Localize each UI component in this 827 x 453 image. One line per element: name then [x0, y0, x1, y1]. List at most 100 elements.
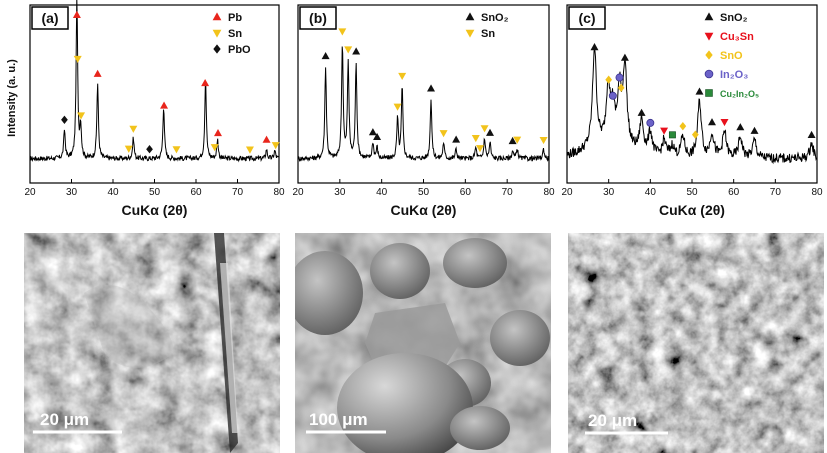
x-tick-label: 20 [24, 187, 36, 198]
legend-label: SnO₂ [481, 12, 509, 24]
panel-label: (b) [309, 10, 327, 26]
peak-marker-triangle-down [210, 144, 219, 152]
peak-marker-diamond [617, 83, 625, 93]
peak-marker-triangle-up [352, 47, 361, 55]
x-tick-label: 80 [273, 187, 285, 198]
sem-image-c: 20 μm [568, 233, 824, 453]
peak-marker-triangle-down [245, 146, 254, 154]
peak-marker-triangle-up [160, 101, 169, 109]
panel-label: (a) [41, 10, 58, 26]
x-tick-label: 60 [728, 187, 740, 198]
peak-marker-triangle-down [539, 137, 548, 145]
legend-triangle-up-icon [465, 12, 475, 21]
legend-label: Cu₃Sn [720, 31, 754, 43]
xrd-panel-a: 20 30 40 50 60 70 80 CuKα (2θ) (a) Pb Sn PbO [24, 0, 285, 218]
xrd-pattern-line [297, 46, 549, 163]
peak-marker-triangle-down [129, 125, 138, 133]
legend-label: PbO [228, 44, 251, 56]
peak-marker-triangle-down [77, 112, 86, 120]
x-tick-label: 70 [770, 187, 782, 198]
peak-marker-triangle-down [344, 46, 353, 54]
x-tick-label: 50 [418, 187, 430, 198]
xrd-panel-c: 20 30 40 50 60 70 80 CuKα (2θ) (c) SnO₂ Cu₃Sn SnO In… [561, 4, 823, 218]
peak-marker-diamond [679, 121, 687, 131]
x-tick-label: 30 [334, 187, 346, 198]
x-axis-label: CuKα (2θ) [122, 202, 188, 218]
legend-label: Cu₂In₂O₅ [720, 89, 759, 99]
legend-triangle-down-icon [212, 29, 222, 38]
legend-square-icon [705, 89, 713, 97]
peak-marker-triangle-down [124, 145, 133, 153]
x-axis-label: CuKα (2θ) [391, 202, 457, 218]
peak-marker-triangle-down [172, 146, 181, 154]
peak-marker-triangle-down [393, 103, 402, 111]
peak-marker-circle [608, 91, 617, 100]
legend-triangle-up-icon [704, 12, 714, 21]
sem-image-b: 100 μm [295, 233, 551, 453]
scale-bar-label: 20 μm [588, 411, 637, 430]
x-tick-label: 50 [686, 187, 698, 198]
peak-marker-triangle-down [471, 135, 480, 143]
peak-marker-triangle-down [338, 28, 347, 36]
peak-marker-triangle-up [508, 136, 517, 145]
peak-marker-triangle-up [750, 126, 759, 134]
peak-marker-square [668, 131, 676, 139]
x-tick-label: 40 [645, 187, 657, 198]
x-tick-label: 50 [149, 187, 161, 198]
peak-marker-triangle-up [373, 132, 382, 141]
peak-marker-triangle-down [398, 72, 407, 81]
peak-marker-triangle-down [439, 130, 448, 138]
sem-image-a: 20 μm [24, 233, 280, 453]
legend-label: SnO₂ [720, 12, 748, 24]
legend-label: In₂O₃ [720, 69, 748, 81]
legend-label: Pb [228, 12, 242, 24]
peak-marker-triangle-down [73, 55, 82, 64]
peak-marker-triangle-up [486, 128, 495, 136]
peak-marker-triangle-up [637, 108, 646, 116]
legend-label: Sn [481, 28, 495, 40]
peak-marker-triangle-up [695, 87, 704, 95]
peak-marker-triangle-up [93, 69, 102, 77]
y-axis-label: Intensity (a. u.) [6, 59, 18, 137]
x-tick-label: 20 [292, 187, 304, 198]
x-tick-label: 70 [232, 187, 244, 198]
peak-marker-triangle-up [427, 84, 436, 92]
peak-marker-triangle-up [368, 128, 377, 136]
panel-label: (c) [578, 10, 595, 26]
peak-marker-triangle-up [708, 118, 716, 126]
peak-marker-triangle-up [262, 135, 271, 143]
peak-marker-triangle-up [736, 123, 745, 131]
legend-triangle-up-icon [212, 12, 222, 21]
plot-frame [297, 4, 550, 184]
x-tick-label: 80 [811, 187, 823, 198]
peak-marker-triangle-up [214, 129, 222, 137]
x-tick-label: 60 [460, 187, 472, 198]
peak-marker-triangle-up [452, 135, 461, 143]
peak-marker-triangle-down [475, 145, 484, 153]
peak-marker-triangle-down [660, 127, 669, 135]
x-axis-label: CuKα (2θ) [659, 202, 725, 218]
peak-marker-circle [646, 118, 655, 127]
xrd-pattern-line [29, 0, 279, 163]
x-tick-label: 60 [190, 187, 202, 198]
x-tick-label: 30 [66, 187, 78, 198]
x-tick-label: 40 [107, 187, 119, 198]
peak-marker-circle [615, 73, 624, 82]
x-tick-label: 40 [376, 187, 388, 198]
panel-label-box [568, 6, 606, 30]
peak-marker-triangle-down [720, 118, 729, 127]
peak-marker-triangle-down [480, 125, 489, 133]
legend-triangle-down-icon [465, 29, 475, 38]
legend-label: Sn [228, 28, 242, 40]
peak-marker-diamond [146, 145, 153, 154]
peak-marker-triangle-up [321, 51, 330, 60]
scale-bar-label: 20 μm [40, 410, 89, 429]
x-tick-label: 80 [543, 187, 555, 198]
peak-marker-triangle-down [513, 136, 522, 144]
xrd-panel-b: 20 30 40 50 60 70 80 CuKα (2θ) (b) SnO₂ Sn [292, 4, 555, 218]
x-tick-label: 70 [502, 187, 514, 198]
peak-marker-diamond [61, 115, 68, 124]
peak-marker-diamond [605, 75, 613, 84]
x-tick-label: 20 [561, 187, 573, 198]
